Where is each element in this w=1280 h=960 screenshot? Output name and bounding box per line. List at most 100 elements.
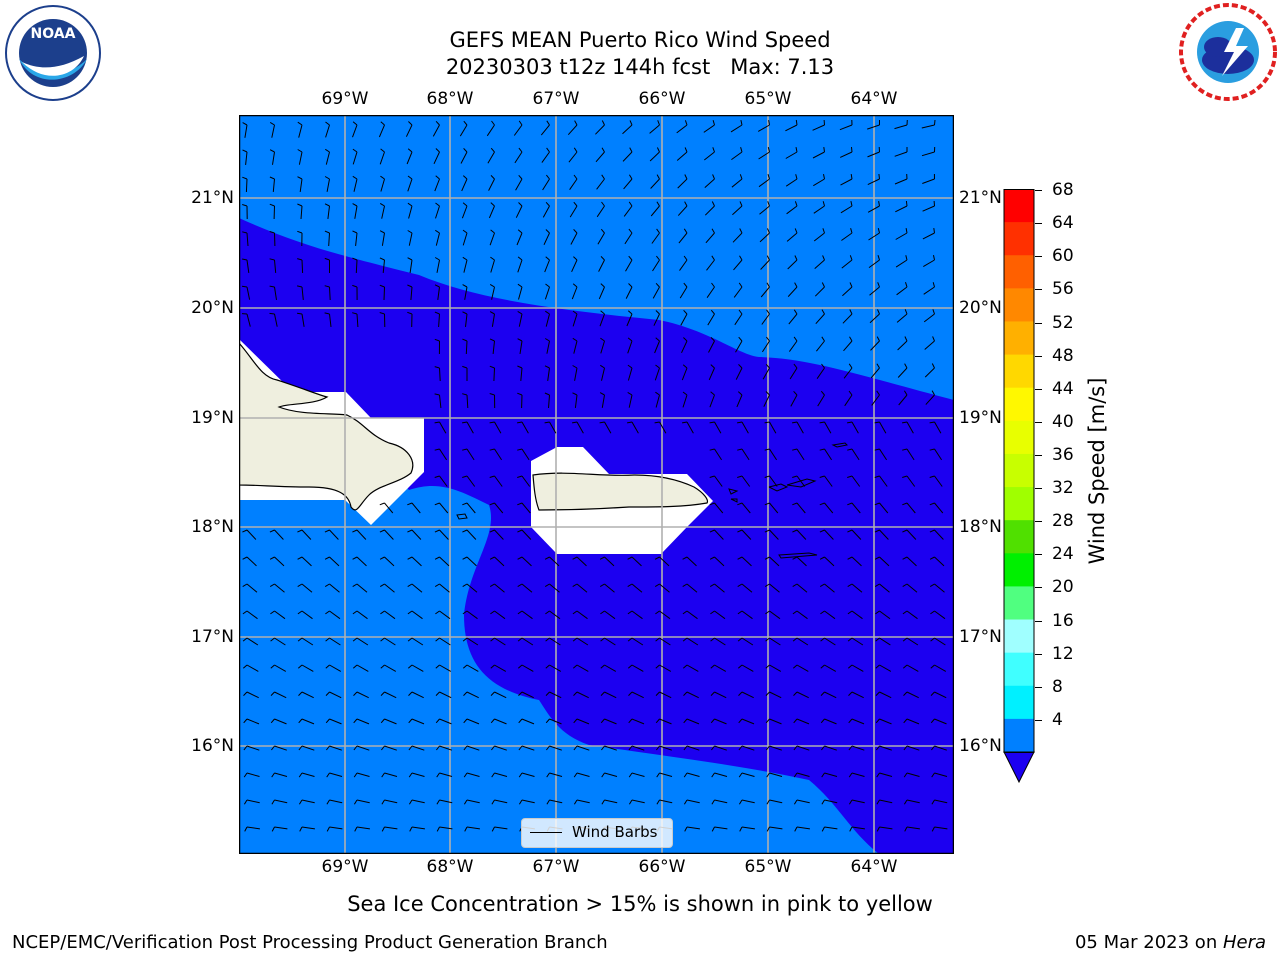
colorbar-tick-label: 36 — [1052, 444, 1074, 465]
wind-barb — [326, 772, 343, 778]
wind-barb — [628, 772, 645, 778]
wind-barb — [683, 691, 699, 699]
wind-barb — [623, 174, 633, 190]
wind-barb — [820, 664, 837, 672]
colorbar-swatch — [1004, 586, 1034, 621]
wind-barb — [902, 529, 917, 540]
wind-barb — [734, 309, 743, 326]
wind-barb — [407, 637, 424, 646]
wind-barb — [739, 826, 755, 832]
colorbar-swatch — [1004, 453, 1034, 488]
wind-barb — [269, 529, 284, 540]
wind-barb — [788, 336, 798, 352]
wind-barb — [242, 231, 249, 247]
wind-barb — [682, 583, 698, 593]
wind-barb — [462, 664, 479, 672]
wind-barb — [297, 529, 312, 540]
wind-barb — [435, 691, 452, 699]
nws-logo — [1178, 2, 1278, 102]
wind-barb — [626, 310, 633, 327]
wind-barb — [930, 664, 947, 672]
wind-barb — [735, 364, 743, 380]
wind-barb — [325, 637, 341, 646]
wind-barb — [847, 583, 863, 593]
wind-barb — [894, 147, 908, 157]
wind-barb — [569, 174, 578, 190]
wind-barb — [820, 718, 837, 725]
wind-barb — [540, 120, 550, 136]
wind-barb — [790, 390, 798, 407]
wind-barb — [517, 637, 534, 646]
wind-barb — [491, 826, 508, 832]
wind-barb — [652, 282, 660, 299]
colorbar-swatch — [1004, 520, 1034, 554]
wind-barb — [242, 637, 259, 646]
colorbar-tick-mark — [1035, 620, 1042, 622]
wind-barb — [922, 173, 935, 184]
wind-barb — [923, 282, 935, 295]
wind-barb — [600, 664, 617, 672]
wind-barb — [902, 421, 914, 434]
wind-barb — [242, 204, 248, 220]
wind-barb — [898, 390, 908, 406]
wind-barb — [765, 637, 781, 646]
wind-barb — [434, 421, 447, 434]
wind-barb — [461, 202, 468, 219]
wind-barb — [929, 556, 945, 567]
wind-barb — [325, 664, 342, 672]
wind-barb — [841, 228, 853, 241]
wind-barb — [847, 637, 864, 646]
wind-barb — [515, 174, 523, 191]
wind-barb — [269, 258, 277, 273]
wind-barb — [270, 691, 287, 699]
wind-barb — [324, 203, 330, 219]
wind-barb — [759, 201, 770, 215]
wind-barb — [709, 391, 715, 408]
wind-barb — [269, 176, 275, 192]
wind-barb — [595, 120, 605, 135]
colorbar-frame — [1003, 189, 1035, 753]
wind-barb — [876, 772, 893, 778]
wind-barb — [650, 201, 660, 217]
wind-barb — [570, 229, 578, 245]
wind-barb — [600, 610, 616, 620]
wind-barb — [517, 583, 533, 593]
wind-barb — [902, 610, 918, 620]
wind-barb — [738, 718, 755, 725]
wind-barb — [573, 718, 590, 725]
wind-barb — [599, 421, 612, 434]
wind-barb — [709, 421, 722, 434]
wind-barb — [813, 228, 825, 242]
wind-barb — [517, 283, 523, 300]
wind-barb — [297, 149, 303, 165]
colorbar-tick-mark — [1035, 421, 1042, 423]
wind-barb — [684, 826, 700, 832]
colorbar-tick-label: 8 — [1052, 676, 1063, 697]
wind-barb — [462, 311, 468, 327]
wind-barb — [352, 312, 359, 328]
wind-barb — [931, 772, 948, 778]
wind-barb — [270, 664, 287, 672]
wind-barb — [682, 637, 699, 646]
wind-barb — [461, 175, 468, 192]
wind-barb — [352, 257, 358, 274]
wind-barb — [710, 691, 727, 699]
wind-barb — [407, 502, 421, 514]
lat-tick-left-20n: 20°N — [191, 298, 234, 318]
wind-barb — [489, 421, 502, 434]
wind-barb — [922, 200, 935, 212]
wind-barb — [710, 664, 727, 672]
wind-barb — [651, 228, 660, 244]
wind-barb — [649, 120, 660, 134]
wind-barb — [434, 311, 440, 328]
colorbar-tick-label: 12 — [1052, 643, 1074, 664]
colorbar-tick-label: 52 — [1052, 312, 1074, 333]
wind-barb — [676, 147, 688, 161]
wind-barb — [761, 309, 770, 325]
wind-barb — [820, 691, 837, 699]
wind-barb — [326, 745, 342, 751]
wind-barb — [544, 283, 550, 300]
wind-barb — [516, 229, 523, 246]
colorbar-tick-mark — [1035, 454, 1042, 456]
wind-barb — [874, 583, 890, 593]
